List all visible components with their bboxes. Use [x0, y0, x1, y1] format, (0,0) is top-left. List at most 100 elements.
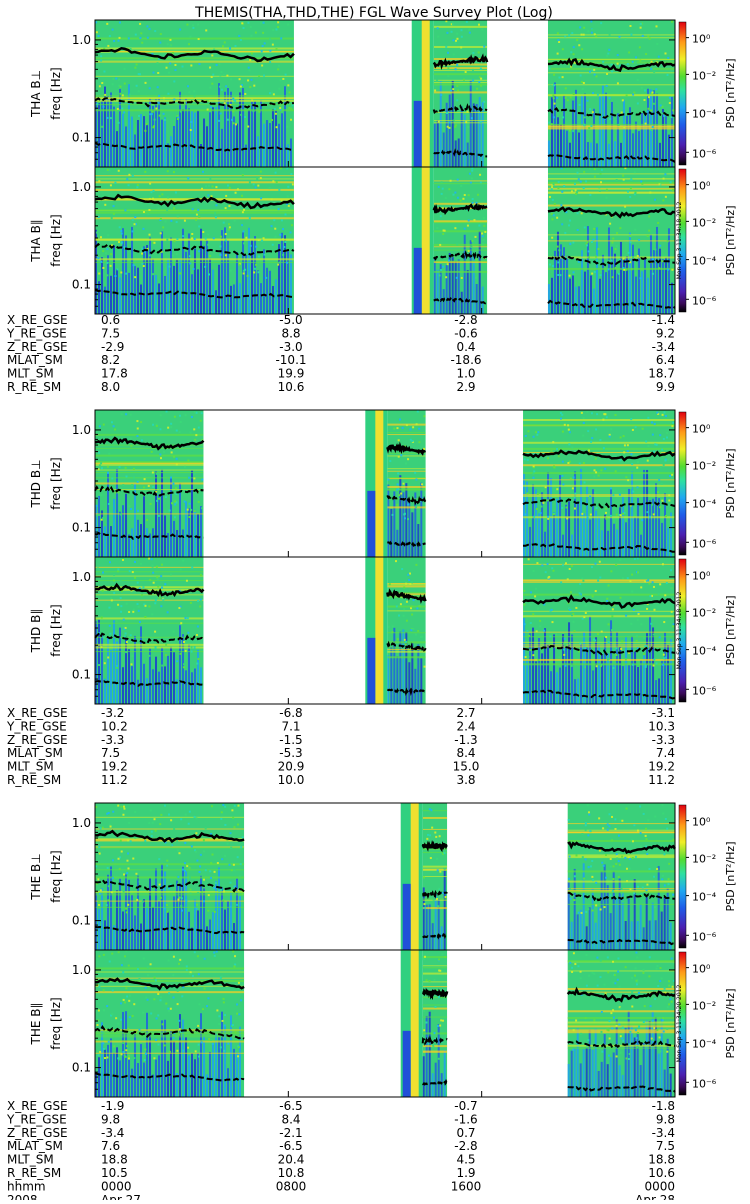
- spectral-pixel: [197, 600, 200, 603]
- spectral-pixel: [591, 272, 594, 275]
- cyclotron-curve: [422, 889, 448, 900]
- colorbar-tick-label: 10⁻⁶: [692, 1077, 717, 1090]
- spectral-pixel: [645, 889, 648, 892]
- spectral-pixel: [144, 170, 147, 173]
- spectral-streak: [173, 520, 175, 557]
- spectral-pixel: [631, 573, 634, 576]
- spectral-pixel: [159, 999, 162, 1002]
- spectral-streak: [425, 904, 428, 950]
- spectral-band: [387, 434, 426, 436]
- spectral-pixel: [561, 506, 564, 509]
- spectral-pixel: [173, 240, 176, 243]
- spectral-pixel: [594, 590, 597, 593]
- spectral-streak: [562, 95, 565, 167]
- spectral-streak: [236, 123, 238, 167]
- ephemeris-row-name: MLT_SM: [7, 760, 54, 774]
- spectral-pixel: [269, 38, 272, 41]
- spectral-band: [95, 261, 294, 263]
- spectral-pixel: [410, 629, 413, 632]
- spectral-pixel: [279, 233, 282, 236]
- spectral-streak: [544, 628, 547, 704]
- spectral-pixel: [587, 908, 590, 911]
- spectral-pixel: [238, 78, 241, 81]
- spectral-pixel: [165, 904, 168, 907]
- spectral-pixel: [547, 457, 550, 460]
- spectral-pixel: [144, 1048, 147, 1051]
- spectral-pixel: [396, 427, 399, 430]
- spectral-pixel: [223, 102, 226, 105]
- spectral-streak: [556, 672, 559, 704]
- spectral-pixel: [606, 658, 609, 661]
- spectral-pixel: [119, 513, 122, 516]
- cyclotron-curve: [421, 1035, 448, 1046]
- spectral-pixel: [117, 39, 120, 42]
- spectral-pixel: [177, 875, 180, 878]
- spectral-streak: [173, 126, 175, 167]
- spectral-pixel: [659, 465, 662, 468]
- spectral-pixel: [120, 610, 123, 613]
- spectral-pixel: [135, 223, 138, 226]
- spectral-pixel: [532, 435, 535, 438]
- spectral-pixel: [612, 877, 615, 880]
- spectral-pixel: [614, 248, 617, 251]
- spectral-pixel: [249, 25, 252, 28]
- spectral-pixel: [121, 94, 124, 97]
- spectral-pixel: [148, 28, 151, 31]
- spectral-pixel: [651, 421, 654, 424]
- spectral-pixel: [599, 976, 602, 979]
- spectral-pixel: [180, 909, 183, 912]
- spectral-pixel: [636, 486, 639, 489]
- spectral-pixel: [672, 625, 675, 628]
- spectral-pixel: [597, 474, 600, 477]
- spectral-band: [95, 477, 204, 479]
- spectral-pixel: [100, 462, 103, 465]
- spectral-pixel: [141, 594, 144, 597]
- ephemeris-row-name: MLAT_SM: [7, 1139, 63, 1153]
- spectral-pixel: [589, 495, 592, 498]
- spectral-pixel: [222, 997, 225, 1000]
- spectral-pixel: [185, 899, 188, 902]
- spectral-pixel: [117, 169, 120, 172]
- spectral-pixel: [122, 998, 125, 1001]
- spectral-pixel: [165, 66, 168, 69]
- spectral-band: [95, 566, 204, 568]
- spectral-pixel: [615, 564, 618, 567]
- timestamp-stamp: Mon Sep 3 11:34:20 2012: [676, 985, 683, 1063]
- spectral-pixel: [100, 616, 103, 619]
- spectral-pixel: [602, 606, 605, 609]
- spectral-pixel: [573, 507, 576, 510]
- spectral-pixel: [408, 572, 411, 575]
- spectral-pixel: [606, 54, 609, 57]
- spectral-pixel: [532, 654, 535, 657]
- cyclotron-curve: [94, 977, 245, 991]
- spectral-streak: [547, 283, 550, 314]
- spectral-pixel: [661, 413, 664, 416]
- spectral-pixel: [403, 638, 406, 641]
- spectral-pixel: [271, 91, 274, 94]
- spectral-streak: [152, 528, 154, 557]
- spectral-pixel: [397, 487, 400, 490]
- spectral-pixel: [416, 607, 419, 610]
- spectral-pixel: [663, 657, 666, 660]
- spectral-pixel: [259, 170, 262, 173]
- spectral-pixel: [215, 64, 218, 67]
- spectral-streak: [544, 531, 547, 557]
- spectral-pixel: [614, 828, 617, 831]
- spectral-streak: [609, 1057, 612, 1097]
- spectral-streak: [245, 255, 247, 314]
- spectral-pixel: [115, 77, 118, 80]
- spectral-streak: [260, 100, 262, 167]
- spectral-pixel: [646, 234, 649, 237]
- spectral-pixel: [128, 1055, 131, 1058]
- spectral-streak: [405, 483, 408, 557]
- spectral-pixel: [574, 189, 577, 192]
- spectral-streak: [634, 517, 637, 557]
- spectral-band: [422, 868, 448, 870]
- spectral-pixel: [265, 276, 268, 279]
- spectral-pixel: [615, 853, 618, 856]
- spectral-pixel: [407, 518, 410, 521]
- spectral-pixel: [479, 120, 482, 123]
- spectral-pixel: [664, 515, 667, 518]
- spectral-pixel: [606, 1028, 609, 1031]
- spectral-band: [95, 96, 294, 99]
